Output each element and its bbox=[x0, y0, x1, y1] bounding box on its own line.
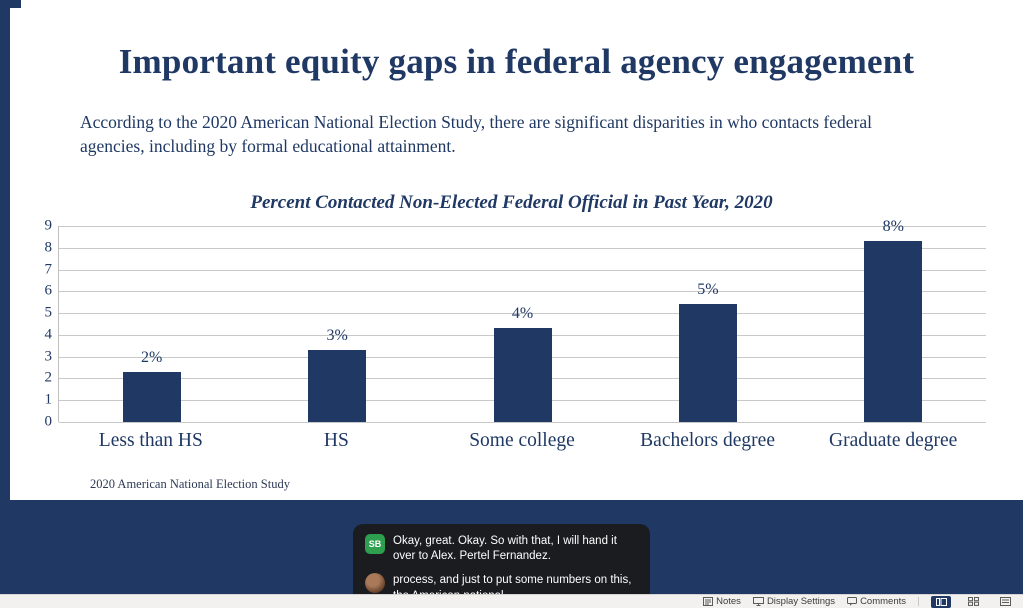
chart-category-axis: Less than HS HS Some college Bachelors degr… bbox=[58, 430, 986, 452]
bar bbox=[122, 371, 181, 422]
display-settings-label: Display Settings bbox=[766, 596, 836, 607]
y-tick-label: 5 bbox=[44, 304, 53, 321]
bar-group: 2% bbox=[59, 226, 244, 422]
category-label: Some college bbox=[469, 430, 575, 451]
gridline bbox=[59, 291, 986, 293]
y-tick-label: 4 bbox=[44, 326, 53, 343]
bar bbox=[864, 241, 923, 422]
slide-subtitle: According to the 2020 American National … bbox=[80, 112, 872, 156]
bar-value-label: 5% bbox=[697, 281, 719, 299]
gridline bbox=[59, 422, 986, 423]
display-settings-icon bbox=[752, 597, 764, 606]
category-label: Graduate degree bbox=[829, 430, 958, 451]
slide-sorter-view-button[interactable] bbox=[963, 596, 983, 608]
y-tick-label: 7 bbox=[44, 261, 53, 278]
y-tick-label: 3 bbox=[44, 348, 53, 365]
category-label: Less than HS bbox=[98, 430, 203, 451]
y-tick-label: 6 bbox=[44, 282, 53, 299]
notes-icon bbox=[703, 597, 714, 606]
chart-plot-area: 2% 3% 4% 5% 8% bbox=[58, 218, 986, 423]
display-settings-button[interactable]: Display Settings bbox=[752, 596, 836, 607]
y-tick-label: 2 bbox=[44, 369, 53, 386]
chart-title: Percent Contacted Non-Elected Federal Of… bbox=[250, 192, 773, 213]
chart-source-note: 2020 American National Election Study bbox=[90, 477, 290, 491]
y-tick-label: 8 bbox=[44, 239, 53, 256]
comments-label: Comments bbox=[860, 596, 906, 607]
bar-value-label: 2% bbox=[141, 348, 163, 366]
gridline bbox=[59, 269, 986, 271]
bar bbox=[678, 304, 737, 422]
statusbar: Notes Display Settings Comments bbox=[0, 594, 1023, 608]
category-label: Bachelors degree bbox=[640, 430, 775, 451]
speaker-avatar-initials: SB bbox=[365, 534, 385, 554]
reading-view-icon bbox=[999, 597, 1011, 606]
normal-view-button[interactable] bbox=[931, 595, 951, 608]
comments-button[interactable]: Comments bbox=[847, 596, 906, 607]
bar bbox=[308, 350, 367, 422]
caption-entry: SB Okay, great. Okay. So with that, I wi… bbox=[365, 534, 638, 564]
bar-group: 8% bbox=[801, 218, 986, 422]
bar-group: 5% bbox=[615, 226, 800, 422]
y-tick-label: 1 bbox=[44, 391, 53, 408]
bar-group: 3% bbox=[244, 226, 429, 422]
bar-chart: 2% 3% 4% 5% 8% 0 1 2 3 4 5 6 7 8 9 bbox=[45, 218, 986, 430]
notes-button[interactable]: Notes bbox=[703, 596, 741, 607]
bar bbox=[493, 328, 552, 422]
speaker-avatar-photo bbox=[365, 573, 385, 594]
bar-value-label: 3% bbox=[326, 327, 348, 345]
normal-view-icon bbox=[935, 597, 947, 606]
chart-bars: 2% 3% 4% 5% 8% bbox=[59, 218, 986, 422]
bar-group: 4% bbox=[430, 226, 615, 422]
category-label: HS bbox=[323, 430, 349, 451]
gridline bbox=[59, 313, 986, 315]
notes-label: Notes bbox=[716, 596, 741, 607]
reading-view-button[interactable] bbox=[995, 596, 1015, 608]
y-tick-label: 9 bbox=[44, 217, 53, 234]
comments-icon bbox=[847, 597, 858, 606]
slide-corner-accent bbox=[0, 0, 21, 8]
statusbar-separator bbox=[918, 597, 919, 606]
gridline bbox=[59, 226, 986, 227]
slide-left-accent-bar bbox=[0, 0, 10, 594]
slide-sorter-icon bbox=[967, 597, 979, 606]
bar-value-label: 4% bbox=[511, 305, 534, 323]
caption-text: Okay, great. Okay. So with that, I will … bbox=[393, 535, 617, 563]
y-tick-label: 0 bbox=[44, 413, 53, 430]
bar-value-label: 8% bbox=[882, 218, 904, 236]
slide-title: Important equity gaps in federal agency … bbox=[118, 42, 915, 81]
gridline bbox=[59, 247, 986, 249]
